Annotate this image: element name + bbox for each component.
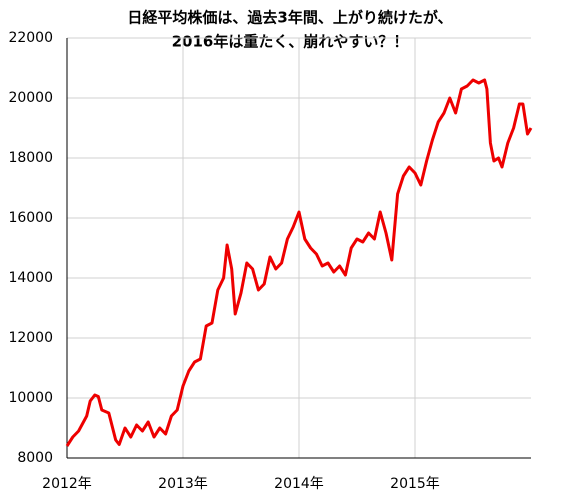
x-tick-label: 2013年	[158, 476, 208, 492]
y-tick-label: 8000	[17, 450, 53, 466]
y-tick-label: 18000	[8, 150, 53, 166]
x-tick-label: 2014年	[274, 476, 324, 492]
y-tick-label: 20000	[8, 90, 53, 106]
x-tick-label: 2012年	[42, 476, 92, 492]
y-tick-label: 10000	[8, 390, 53, 406]
x-tick-label: 2015年	[390, 476, 440, 492]
y-tick-label: 16000	[8, 210, 53, 226]
y-tick-label: 14000	[8, 270, 53, 286]
chart-title: 日経平均株価は、過去3年間、上がり続けたが、	[127, 9, 452, 27]
line	[65, 78, 533, 447]
chart-title: 2016年は重たく、崩れやすい？！	[172, 33, 409, 51]
y-tick-label: 12000	[8, 330, 53, 346]
y-tick-label: 22000	[8, 30, 53, 46]
